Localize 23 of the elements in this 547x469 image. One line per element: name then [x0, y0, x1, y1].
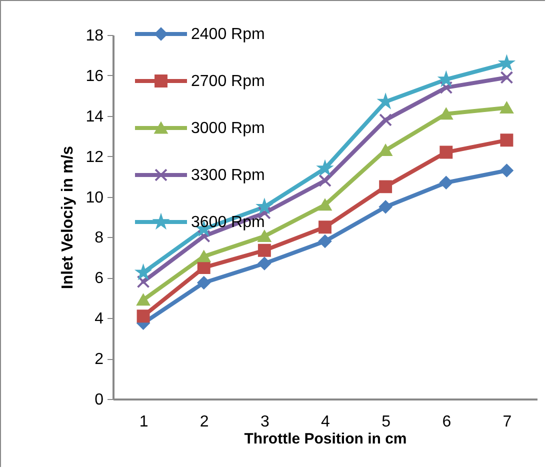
legend-label: 2400 Rpm: [191, 26, 265, 43]
x-axis-title: Throttle Position in cm: [244, 430, 407, 448]
legend-label: 3300 Rpm: [191, 167, 265, 184]
y-tick-label: 0: [94, 392, 104, 408]
x-tick-label: 2: [200, 414, 209, 430]
x-tick-label: 6: [442, 414, 452, 430]
y-tick-label: 4: [94, 310, 104, 328]
legend-label: 3000 Rpm: [191, 120, 265, 137]
y-tick-label: 14: [86, 108, 104, 126]
y-tick-label: 2: [94, 351, 104, 368]
y-axis-title: Inlet Velociy in m/s: [60, 146, 77, 290]
x-tick-label: 7: [502, 414, 512, 430]
x-tick-label: 4: [321, 414, 330, 430]
y-tick-label: 18: [86, 28, 104, 44]
y-tick-label: 12: [86, 148, 104, 166]
y-tick-label: 16: [86, 68, 104, 85]
x-tick-label: 5: [382, 414, 391, 430]
legend-label: 2700 Rpm: [191, 73, 265, 90]
y-tick-label: 10: [86, 189, 104, 206]
x-tick-label: 3: [260, 414, 270, 430]
x-tick-label: 1: [139, 414, 148, 430]
y-tick-label: 6: [94, 270, 104, 288]
y-tick-label: 8: [94, 230, 104, 247]
